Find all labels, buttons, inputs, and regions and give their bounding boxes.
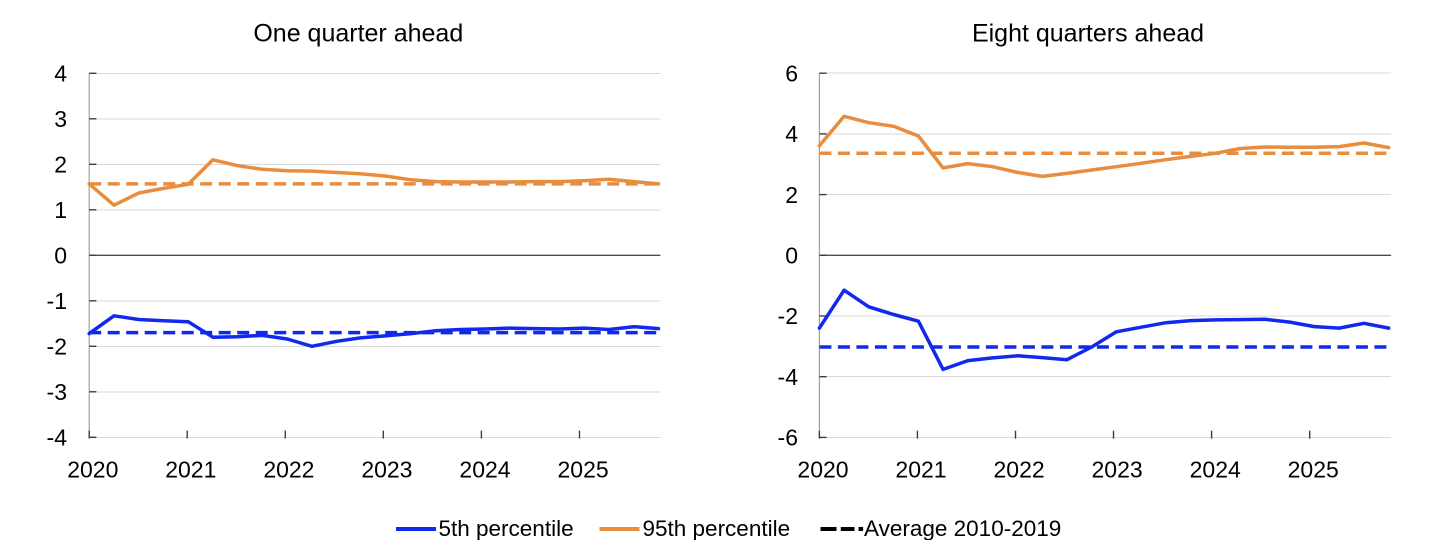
svg-text:2022: 2022 [263,457,314,483]
svg-text:0: 0 [785,243,798,269]
svg-text:2024: 2024 [459,457,510,483]
svg-text:-4: -4 [47,425,68,451]
svg-text:2: 2 [785,182,798,208]
svg-text:2020: 2020 [797,457,848,483]
svg-text:2022: 2022 [994,457,1045,483]
svg-text:2021: 2021 [895,457,946,483]
svg-text:4: 4 [54,61,67,87]
svg-text:-2: -2 [778,303,798,329]
svg-text:1: 1 [54,197,67,223]
svg-text:2021: 2021 [165,457,216,483]
svg-text:-4: -4 [778,364,799,390]
svg-text:4: 4 [785,121,798,147]
svg-text:One quarter ahead: One quarter ahead [253,20,463,48]
svg-text:6: 6 [785,60,798,86]
svg-text:-6: -6 [778,425,798,451]
svg-text:2025: 2025 [558,457,609,483]
svg-text:2023: 2023 [361,457,412,483]
svg-text:Eight quarters ahead: Eight quarters ahead [972,20,1204,48]
svg-text:95th percentile: 95th percentile [643,516,791,540]
svg-text:-1: -1 [47,288,67,314]
svg-text:-2: -2 [47,334,67,360]
svg-text:2020: 2020 [67,457,118,483]
svg-text:5th percentile: 5th percentile [439,516,574,540]
svg-text:0: 0 [54,243,67,269]
svg-text:3: 3 [54,106,67,132]
svg-text:2024: 2024 [1190,457,1241,483]
svg-text:Average 2010-2019: Average 2010-2019 [864,516,1061,540]
svg-text:2023: 2023 [1092,457,1143,483]
svg-text:2: 2 [54,152,67,178]
svg-text:2025: 2025 [1288,457,1339,483]
svg-text:-3: -3 [47,379,67,405]
